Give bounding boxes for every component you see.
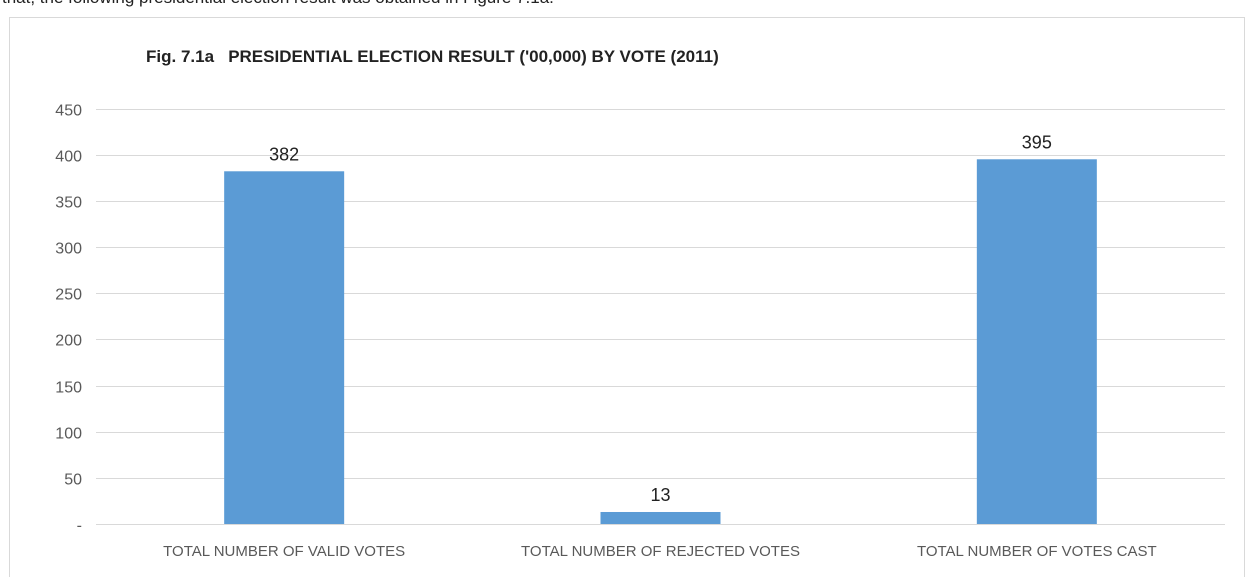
y-tick-label: 400 <box>55 149 82 166</box>
y-tick-label: 300 <box>55 241 82 258</box>
data-label: 395 <box>1022 132 1052 152</box>
x-axis-categories: TOTAL NUMBER OF VALID VOTES TOTAL NUMBER … <box>163 543 1157 560</box>
bar-1 <box>224 171 345 524</box>
y-tick-label: 50 <box>64 472 82 489</box>
y-tick-label: 250 <box>55 287 82 304</box>
y-tick-label: 350 <box>55 195 82 212</box>
x-category-label: TOTAL NUMBER OF VOTES CAST <box>917 543 1157 560</box>
bar-3 <box>976 159 1097 525</box>
x-category-label: TOTAL NUMBER OF VALID VOTES <box>163 543 405 560</box>
data-label: 382 <box>269 144 299 164</box>
bars <box>224 159 1097 525</box>
chart-title: Fig. 7.1a PRESIDENTIAL ELECTION RESULT (… <box>146 47 719 66</box>
data-labels: 382 13 395 <box>269 132 1052 505</box>
y-tick-label: - <box>77 518 82 535</box>
clipped-body-text: that, the following presidential electio… <box>0 0 1257 12</box>
y-tick-label: 450 <box>55 103 82 120</box>
data-label: 13 <box>650 485 670 505</box>
y-axis-ticks: - 50 100 150 200 250 300 350 400 450 <box>55 103 82 535</box>
x-category-label: TOTAL NUMBER OF REJECTED VOTES <box>521 543 800 560</box>
y-tick-label: 150 <box>55 380 82 397</box>
bar-2 <box>600 511 721 524</box>
y-tick-label: 100 <box>55 426 82 443</box>
y-tick-label: 200 <box>55 333 82 350</box>
